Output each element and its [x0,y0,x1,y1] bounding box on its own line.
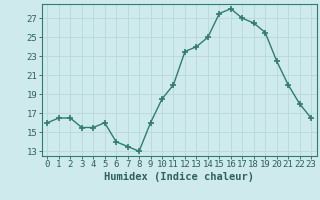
X-axis label: Humidex (Indice chaleur): Humidex (Indice chaleur) [104,172,254,182]
